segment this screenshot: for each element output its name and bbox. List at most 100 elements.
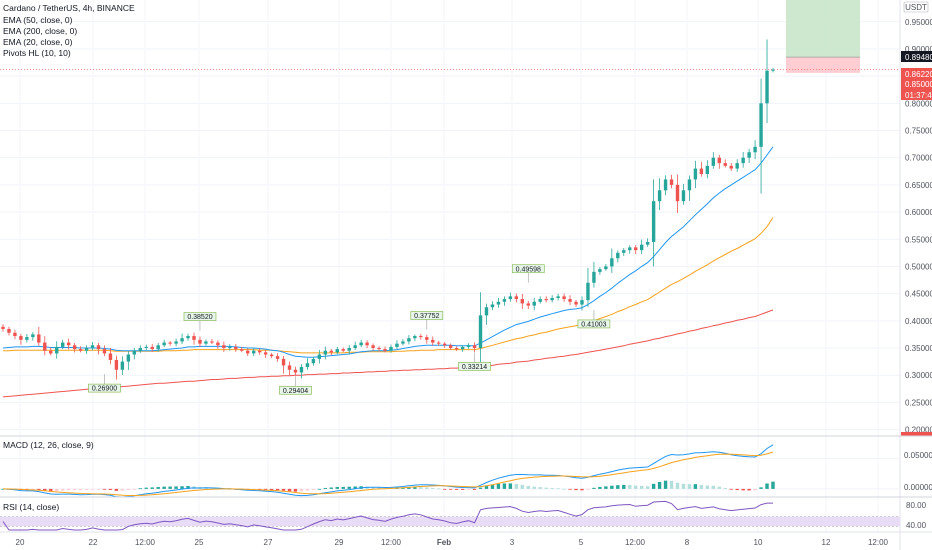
candle-body (622, 250, 626, 253)
candle-body (532, 301, 536, 306)
time-tick-label: 22 (89, 538, 98, 547)
macd-bar (699, 485, 704, 489)
macd-bar (425, 487, 429, 489)
candle-body (598, 269, 602, 272)
candle-body (60, 342, 65, 347)
macd-bar (275, 488, 280, 491)
price-axis[interactable]: 0.95000 0.90000 0.85000 0.80000 0.75000 0.700… (899, 0, 932, 550)
candle-body (180, 338, 184, 342)
candle-body (114, 359, 119, 370)
position-box[interactable] (786, 0, 860, 73)
macd-bar (639, 485, 644, 489)
macd-bar (287, 488, 292, 492)
candle-body (490, 304, 495, 308)
macd-bar (729, 488, 733, 490)
candle-body (413, 336, 417, 339)
rsi-title[interactable]: RSI (14, close) (3, 502, 59, 512)
pivot-label: 0.49598 (516, 266, 541, 273)
rsi-path (2, 500, 773, 531)
macd-bar (622, 485, 626, 489)
macd-bar (478, 487, 483, 489)
pivot-label: 0.41003 (581, 321, 606, 328)
candle-body (174, 341, 178, 344)
macd-bar (102, 488, 107, 490)
macd-bar (717, 486, 721, 489)
macd-bar (186, 486, 190, 489)
time-tick-label: Feb (437, 538, 451, 547)
chart-title[interactable]: Cardano / TetherUS, 4h, BINANCE (3, 3, 135, 13)
candle-body (31, 334, 35, 338)
candle-body (126, 354, 131, 362)
macd-bar (723, 487, 727, 489)
price-tick-label: 0.40000 (905, 317, 932, 326)
candle-body (72, 345, 77, 350)
pivot-label-bg (88, 383, 121, 393)
candle-body (377, 348, 381, 350)
candle-body (681, 190, 686, 202)
currency-badge[interactable]: USDT (903, 1, 929, 13)
macd-bar (663, 480, 668, 489)
candle-body (251, 350, 256, 354)
candle-body (484, 307, 489, 316)
macd-bar (353, 486, 357, 489)
macd-bar (484, 485, 489, 489)
legend-ema20[interactable]: EMA (20, close, 0) (3, 37, 73, 47)
candle-body (246, 350, 250, 354)
macd-bar (132, 488, 137, 490)
legend[interactable]: Cardano / TetherUS, 4h, BINANCE EMA (50,… (3, 3, 135, 58)
macd-bar (657, 481, 662, 489)
price-tick-label: 0.80000 (905, 99, 932, 108)
candle-body (604, 266, 608, 270)
price-tick-label: 0.65000 (905, 181, 932, 190)
candle-body (275, 356, 280, 359)
candle-body (460, 346, 465, 350)
macd-bar (645, 486, 650, 489)
macd-bar (419, 487, 423, 489)
main-pane[interactable]: 0.26900 0.38520 0.29404 0.37752 0.33214 0.495… (0, 0, 900, 532)
time-axis[interactable]: 20 22 12:00 25 27 29 12:00 Feb 3 5 12:00 8 10 12 12:00 (0, 531, 932, 547)
legend-ema200[interactable]: EMA (200, close, 0) (3, 26, 77, 36)
pivot-label: 0.26900 (92, 386, 117, 393)
current-price-tag-bg (901, 79, 932, 89)
candle-body (299, 367, 304, 373)
macd-bar (49, 488, 53, 492)
candle-body (395, 343, 399, 347)
candle-body (448, 345, 453, 348)
macd-bar (31, 488, 35, 490)
macd-bar (431, 487, 435, 489)
candle-body (586, 282, 590, 301)
rsi-pane[interactable]: RSI (14, close) 80.00 40.00 (0, 496, 932, 531)
candle-body (293, 369, 298, 373)
macd-bar (520, 484, 525, 489)
macd-bar (162, 486, 166, 489)
ema200-path (2, 309, 774, 398)
candle-body (138, 348, 142, 351)
pivot-label-bg (183, 312, 217, 321)
candle-body (669, 179, 674, 185)
macd-grid (0, 457, 900, 490)
candle-body (317, 354, 322, 359)
macd-tick-0: 0.05000 (904, 451, 932, 460)
candle-body (210, 341, 214, 343)
macd-title[interactable]: MACD (12, 26, close, 9) (3, 440, 94, 450)
legend-pivots[interactable]: Pivots HL (10, 10) (3, 48, 71, 58)
target-zone[interactable] (786, 0, 860, 58)
candle-body (335, 349, 339, 353)
macd-bar (150, 487, 154, 489)
candle-body (90, 345, 95, 348)
candles (1, 39, 775, 380)
legend-ema50[interactable]: EMA (50, close, 0) (3, 15, 73, 25)
macd-bar (681, 483, 686, 489)
stop-zone[interactable] (786, 57, 860, 73)
price-tick-label: 0.30000 (905, 371, 932, 380)
pivot-label: 0.29404 (283, 388, 308, 395)
macd-bar (568, 488, 572, 490)
macd-pane[interactable]: MACD (12, 26, close, 9) 0.05000 0.00000 (0, 435, 932, 498)
macd-bar (508, 483, 513, 489)
target-price-tag-bg (901, 51, 932, 62)
last-price-text: 0.86220 (905, 70, 932, 79)
candle-body (102, 349, 107, 354)
candle-body (222, 345, 226, 348)
candle-body (496, 301, 501, 305)
